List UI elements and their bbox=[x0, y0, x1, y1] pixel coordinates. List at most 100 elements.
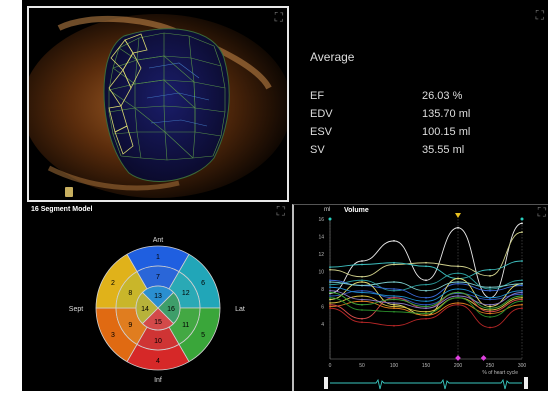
data-point bbox=[457, 282, 459, 285]
frame-marker-icon[interactable] bbox=[455, 213, 461, 218]
data-point bbox=[329, 291, 331, 294]
data-point bbox=[329, 303, 331, 306]
data-point bbox=[361, 260, 363, 262]
data-point bbox=[489, 298, 491, 301]
y-unit-label: ml bbox=[324, 207, 331, 213]
data-point bbox=[329, 307, 331, 310]
data-point bbox=[361, 309, 363, 311]
data-point bbox=[361, 317, 363, 320]
data-point bbox=[457, 265, 459, 268]
ed-marker-icon[interactable] bbox=[480, 355, 487, 361]
data-point bbox=[393, 305, 395, 308]
data-point bbox=[521, 295, 523, 297]
echo-workstation-screen: ⛶ Average EF 26.03 % EDV 135.70 ml ESV 1… bbox=[22, 0, 548, 391]
volume-series-2 bbox=[329, 231, 523, 278]
data-point bbox=[393, 239, 395, 242]
segment-number-6: 6 bbox=[201, 280, 205, 287]
data-point bbox=[521, 289, 523, 292]
expand-icon[interactable]: ⛶ bbox=[276, 204, 285, 218]
segment-number-16: 16 bbox=[167, 306, 175, 313]
expand-icon[interactable]: ⛶ bbox=[537, 205, 546, 219]
volume-chart-title: Volume bbox=[344, 207, 369, 214]
label-inf: Inf bbox=[154, 377, 162, 384]
data-point bbox=[457, 288, 459, 290]
range-end-handle[interactable] bbox=[520, 217, 524, 221]
data-point bbox=[329, 289, 331, 292]
3d-volume-panel[interactable]: ⛶ bbox=[22, 6, 292, 202]
segment-number-15: 15 bbox=[154, 319, 162, 326]
data-point bbox=[425, 279, 427, 282]
data-point bbox=[489, 274, 491, 277]
label-lat: Lat bbox=[235, 306, 245, 313]
data-point bbox=[489, 305, 491, 308]
data-point bbox=[457, 302, 459, 304]
label-ant: Ant bbox=[153, 237, 164, 244]
data-point bbox=[521, 296, 523, 299]
stats-title: Average bbox=[310, 50, 355, 64]
stat-value: 135.70 ml bbox=[422, 108, 471, 120]
volume-curve-panel[interactable]: ml Volume ⛶ 16 14 12 10 8 6 4 0 50 100 150 200 250 30… bbox=[292, 204, 548, 391]
data-point bbox=[329, 286, 331, 289]
x-axis-label: % of heart cycle bbox=[482, 370, 518, 376]
data-point bbox=[361, 298, 363, 301]
segment-number-1: 1 bbox=[156, 254, 160, 261]
data-point bbox=[393, 307, 395, 310]
range-start-handle[interactable] bbox=[328, 217, 332, 221]
segment-model-title: 16 Segment Model bbox=[31, 206, 93, 213]
data-point bbox=[425, 314, 427, 317]
probe-marker-icon bbox=[65, 187, 73, 197]
ecg-left-handle[interactable] bbox=[324, 377, 328, 389]
data-point bbox=[393, 296, 395, 299]
data-point bbox=[425, 300, 427, 303]
data-point bbox=[329, 281, 331, 283]
data-point bbox=[425, 310, 427, 313]
data-point bbox=[521, 279, 523, 282]
data-point bbox=[457, 281, 459, 283]
data-point bbox=[457, 277, 459, 280]
data-point bbox=[425, 312, 427, 315]
data-point bbox=[393, 288, 395, 290]
data-point bbox=[329, 295, 331, 297]
segment-number-3: 3 bbox=[111, 332, 115, 339]
data-point bbox=[521, 300, 523, 303]
x-tick-label: 300 bbox=[518, 363, 527, 369]
ecg-right-handle[interactable] bbox=[524, 377, 528, 389]
label-sept: Sept bbox=[69, 306, 83, 313]
data-point bbox=[521, 291, 523, 294]
y-tick-label: 10 bbox=[318, 270, 324, 276]
es-marker-icon[interactable] bbox=[455, 355, 461, 361]
segment-model-panel[interactable]: 16 Segment Model ⛶ 1 6 5 4 3 2 7 12 11 10 9 8 13 16 15… bbox=[27, 204, 289, 391]
data-point bbox=[361, 321, 363, 324]
data-point bbox=[521, 260, 523, 262]
data-point bbox=[489, 303, 491, 306]
segment-number-13: 13 bbox=[154, 293, 162, 300]
stat-label: EDV bbox=[310, 108, 333, 120]
stat-row-edv: EDV 135.70 ml bbox=[310, 108, 470, 120]
data-point bbox=[425, 303, 427, 306]
expand-icon[interactable]: ⛶ bbox=[535, 8, 544, 22]
data-point bbox=[361, 263, 363, 266]
segment-number-9: 9 bbox=[128, 322, 132, 329]
volume-series-1 bbox=[329, 222, 523, 299]
data-point bbox=[393, 324, 395, 327]
data-point bbox=[425, 305, 427, 308]
data-point bbox=[393, 261, 395, 264]
segment-number-5: 5 bbox=[201, 332, 205, 339]
x-tick-label: 100 bbox=[390, 363, 399, 369]
data-point bbox=[425, 261, 427, 264]
segment-number-12: 12 bbox=[182, 290, 190, 297]
expand-icon[interactable]: ⛶ bbox=[274, 10, 283, 24]
data-point bbox=[457, 296, 459, 299]
data-point bbox=[361, 289, 363, 292]
ecg-trace bbox=[330, 378, 522, 390]
data-point bbox=[361, 295, 363, 297]
data-point bbox=[329, 296, 331, 299]
data-point bbox=[457, 226, 459, 229]
data-point bbox=[457, 303, 459, 306]
data-point bbox=[457, 291, 459, 294]
data-point bbox=[329, 302, 331, 304]
segment-14[interactable] bbox=[135, 291, 159, 325]
volume-series-15 bbox=[329, 281, 523, 292]
data-point bbox=[329, 298, 331, 301]
data-point bbox=[457, 295, 459, 297]
